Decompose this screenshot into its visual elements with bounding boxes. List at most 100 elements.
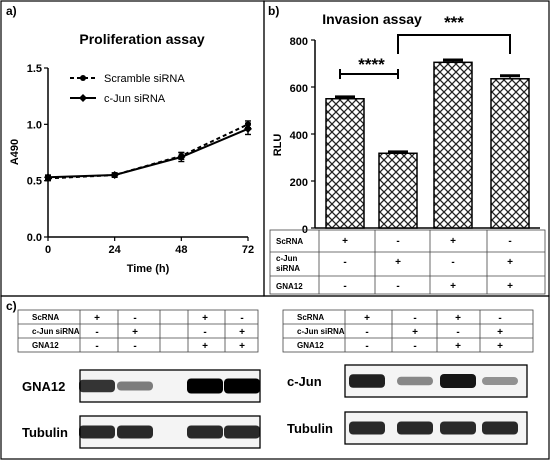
y-tick-label: 400 [290, 130, 308, 142]
condition-sign: - [95, 327, 98, 338]
blot-row-label: Tubulin [287, 421, 333, 436]
y-tick-label: 800 [290, 36, 308, 48]
data-point [110, 171, 119, 180]
blot-band [397, 376, 433, 386]
condition-label: c-Jun siRNA [32, 327, 80, 336]
condition-sign: - [413, 313, 416, 324]
data-point [177, 153, 186, 162]
panel-label-c: c) [6, 299, 17, 313]
blot-band [79, 379, 115, 393]
invasion-chart: Invasion assay RLU 0200400600800******* … [269, 11, 546, 295]
error-cap [443, 58, 463, 62]
condition-sign: + [450, 236, 456, 247]
bar [378, 152, 418, 229]
y-tick-label: 0.0 [27, 232, 42, 244]
condition-sign: + [94, 313, 100, 324]
blot-band [224, 425, 260, 439]
significance-bracket [397, 34, 511, 54]
chart-title: Invasion assay [322, 11, 422, 27]
condition-sign: + [202, 341, 208, 352]
y-axis-label: A490 [9, 139, 21, 165]
condition-sign: - [95, 341, 98, 352]
condition-sign: + [202, 313, 208, 324]
blot-band [440, 374, 476, 388]
condition-label-part: siRNA [276, 264, 300, 273]
legend-label: Scramble siRNA [104, 73, 185, 85]
condition-sign: + [239, 341, 245, 352]
blot-band [187, 425, 223, 439]
condition-sign: + [455, 313, 461, 324]
blot-band [187, 378, 223, 394]
bar [433, 61, 473, 229]
blot-band [482, 377, 518, 385]
panel-label-b: b) [268, 4, 279, 18]
blot-row-label: Tubulin [22, 425, 68, 440]
condition-sign: - [203, 327, 206, 338]
blot-panel: ScRNA + - + - c-Jun siRNA - + - + GNA12 - - + + GNA12 Tu… [17, 309, 261, 449]
series-line [47, 127, 249, 179]
y-axis-label: RLU [272, 134, 284, 157]
blot-band [224, 378, 260, 394]
x-tick-label: 24 [109, 244, 122, 256]
y-tick-label: 0.5 [27, 176, 42, 188]
western-blots: ScRNA + - + - c-Jun siRNA - + - + GNA12 - - + + GNA12 Tu… [17, 309, 534, 449]
condition-label: ScRNA [32, 313, 59, 322]
blot-band [440, 421, 476, 435]
condition-label: GNA12 [32, 341, 59, 350]
data-point [44, 173, 52, 182]
y-tick-label: 1.5 [27, 63, 42, 75]
bar [325, 98, 365, 229]
condition-sign: - [456, 327, 459, 338]
x-tick-label: 72 [242, 244, 254, 256]
condition-label: GNA12 [297, 341, 324, 350]
legend-marker [80, 75, 86, 81]
panel-label-a: a) [6, 4, 17, 18]
condition-sign: + [395, 257, 401, 268]
condition-sign: - [396, 281, 399, 292]
condition-sign: + [497, 341, 503, 352]
condition-sign: - [396, 236, 399, 247]
blot-band [397, 421, 433, 435]
condition-sign: - [365, 327, 368, 338]
y-tick-label: 1.0 [27, 119, 42, 131]
bar [490, 78, 530, 229]
condition-sign: - [343, 281, 346, 292]
condition-sign: + [455, 341, 461, 352]
chart-title: Proliferation assay [79, 31, 204, 47]
blot-panel: ScRNA + - + - c-Jun siRNA - + - + GNA12 - - + + c-Jun Tu… [282, 309, 534, 445]
condition-sign: - [240, 313, 243, 324]
condition-sign: - [451, 257, 454, 268]
condition-sign: - [413, 341, 416, 352]
blot-band [482, 421, 518, 435]
condition-sign: + [132, 327, 138, 338]
condition-grid [17, 309, 259, 353]
significance-label: **** [358, 55, 385, 74]
error-cap [388, 150, 408, 154]
data-point [244, 124, 252, 133]
condition-sign: - [133, 313, 136, 324]
condition-sign: - [133, 341, 136, 352]
condition-sign: + [364, 313, 370, 324]
error-cap [335, 95, 355, 99]
condition-sign: - [343, 257, 346, 268]
blot-band [117, 425, 153, 439]
significance-label: *** [444, 13, 464, 32]
x-tick-label: 0 [45, 244, 51, 256]
legend-label: c-Jun siRNA [104, 93, 166, 105]
condition-sign: - [508, 236, 511, 247]
blot-band [349, 374, 385, 388]
proliferation-chart: Proliferation assay A490 Time (h) 0.0 0.5… [9, 31, 254, 275]
condition-sign: + [497, 327, 503, 338]
series-line [47, 123, 249, 180]
condition-label: ScRNA [297, 313, 324, 322]
condition-label: ScRNA [276, 237, 303, 246]
condition-grid [282, 309, 534, 353]
blot-row-label: c-Jun [287, 374, 322, 389]
blot-band [117, 381, 153, 391]
condition-sign: + [450, 281, 456, 292]
blot-band [79, 425, 115, 439]
condition-label: c-Jun siRNA [297, 327, 345, 336]
condition-sign: + [412, 327, 418, 338]
